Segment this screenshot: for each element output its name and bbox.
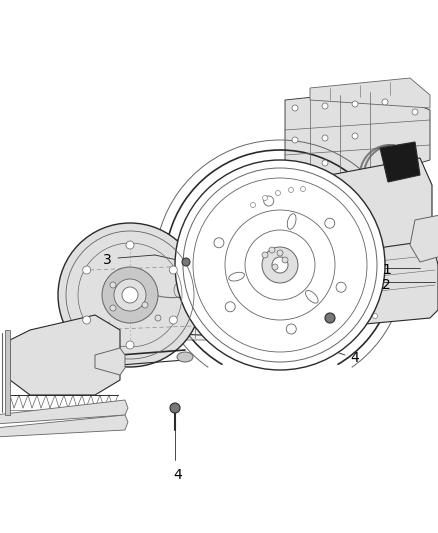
Circle shape [407, 238, 413, 243]
Circle shape [322, 160, 328, 166]
Circle shape [412, 109, 418, 115]
Circle shape [317, 195, 324, 201]
Circle shape [303, 251, 307, 255]
Circle shape [282, 257, 288, 263]
Circle shape [325, 218, 335, 228]
Circle shape [225, 302, 235, 312]
Circle shape [170, 316, 177, 324]
Polygon shape [310, 78, 430, 108]
Circle shape [346, 212, 353, 219]
Circle shape [292, 137, 298, 143]
Circle shape [325, 313, 335, 323]
Circle shape [276, 190, 280, 196]
Circle shape [277, 250, 283, 256]
Circle shape [126, 241, 134, 249]
Circle shape [292, 105, 298, 111]
Circle shape [272, 264, 278, 270]
Circle shape [377, 184, 384, 191]
Text: 3: 3 [103, 253, 112, 267]
Polygon shape [90, 240, 350, 340]
Circle shape [269, 247, 275, 253]
Circle shape [372, 313, 378, 319]
Polygon shape [10, 315, 120, 395]
Circle shape [352, 133, 358, 139]
Polygon shape [285, 90, 430, 185]
Ellipse shape [177, 352, 193, 362]
Circle shape [338, 318, 343, 322]
Ellipse shape [287, 214, 296, 229]
Polygon shape [0, 415, 128, 437]
Circle shape [300, 187, 305, 191]
Circle shape [110, 282, 116, 288]
Polygon shape [280, 230, 438, 330]
Circle shape [352, 101, 358, 107]
Circle shape [83, 266, 91, 274]
Circle shape [346, 190, 353, 197]
Circle shape [155, 315, 161, 321]
Ellipse shape [262, 247, 298, 283]
Circle shape [83, 316, 91, 324]
Polygon shape [310, 158, 432, 255]
Circle shape [322, 135, 328, 141]
Circle shape [262, 252, 268, 258]
Text: 4: 4 [173, 468, 182, 482]
Circle shape [338, 246, 343, 251]
Circle shape [182, 258, 190, 266]
Circle shape [372, 241, 378, 246]
Ellipse shape [58, 223, 202, 367]
Circle shape [292, 162, 298, 168]
Circle shape [289, 188, 293, 192]
Ellipse shape [175, 160, 385, 370]
Ellipse shape [229, 272, 244, 281]
Circle shape [317, 216, 324, 223]
Ellipse shape [114, 279, 146, 311]
Circle shape [336, 282, 346, 292]
Circle shape [377, 206, 384, 214]
Circle shape [122, 287, 138, 303]
Text: 2: 2 [382, 278, 391, 292]
Circle shape [303, 312, 307, 318]
Polygon shape [95, 348, 125, 375]
Polygon shape [0, 400, 128, 424]
Circle shape [214, 238, 224, 248]
Text: 4: 4 [350, 351, 359, 365]
Polygon shape [410, 215, 438, 262]
Ellipse shape [102, 267, 158, 323]
Polygon shape [380, 142, 420, 182]
Text: 1: 1 [382, 263, 391, 277]
Polygon shape [5, 330, 10, 415]
Circle shape [272, 257, 288, 273]
Circle shape [406, 180, 413, 187]
Circle shape [406, 201, 413, 208]
Circle shape [251, 203, 255, 207]
Circle shape [286, 324, 296, 334]
Circle shape [142, 302, 148, 308]
Circle shape [170, 266, 177, 274]
Circle shape [264, 196, 274, 206]
Circle shape [382, 99, 388, 105]
Circle shape [262, 196, 268, 200]
Circle shape [322, 103, 328, 109]
Circle shape [110, 305, 116, 311]
Circle shape [170, 403, 180, 413]
Ellipse shape [305, 290, 318, 303]
Circle shape [126, 341, 134, 349]
